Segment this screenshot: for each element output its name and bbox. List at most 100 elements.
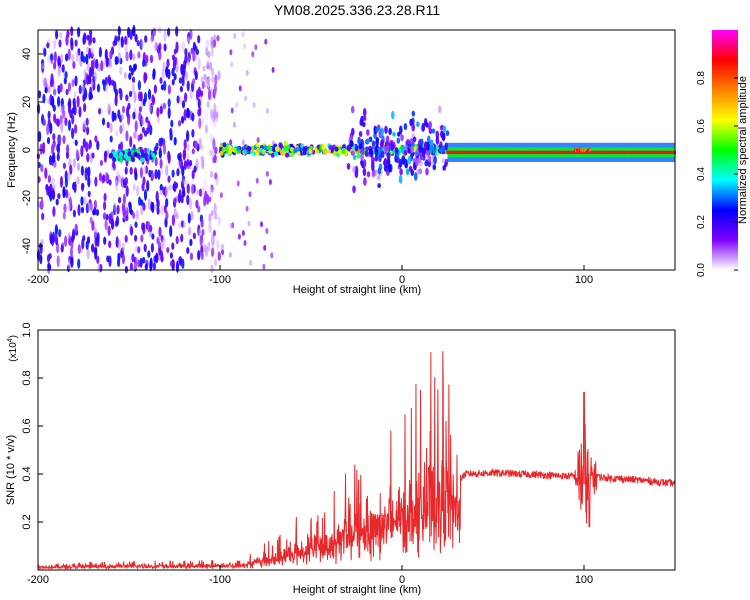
spectrogram-cell xyxy=(107,225,111,236)
spectrogram-cell xyxy=(137,111,141,122)
spectrogram-cell xyxy=(210,108,214,119)
spectrogram-cell xyxy=(147,250,151,258)
spectrogram-cell xyxy=(327,148,331,154)
spectrogram-cell xyxy=(95,209,100,216)
spectrogram-cell xyxy=(46,42,50,49)
spectrogram-y-label: Frequency (Hz) xyxy=(6,112,18,188)
spectrogram-cell xyxy=(142,222,146,235)
spectrogram-cell xyxy=(132,53,136,61)
spectrogram-cell xyxy=(200,218,204,228)
spectrogram-cell xyxy=(388,127,392,136)
spectrogram-cell xyxy=(99,159,103,166)
spectrogram-cell xyxy=(44,77,48,84)
spectrogram-cell xyxy=(189,198,193,210)
spectrogram-cell xyxy=(362,108,367,117)
colorbar-tick-label: 0.2 xyxy=(696,215,707,229)
spectrogram-cell xyxy=(87,175,91,188)
snr-area xyxy=(38,330,675,570)
spectrogram-cell xyxy=(197,98,201,109)
snr-x-ticks: -200 -100 0 100 xyxy=(27,565,593,586)
spectrogram-cell xyxy=(271,66,275,73)
spectrogram-cell xyxy=(77,204,81,217)
spectrogram-cell xyxy=(264,38,268,45)
spectrogram-cell xyxy=(262,263,266,270)
spectrogram-cell xyxy=(147,120,151,130)
spectrogram-cell xyxy=(115,215,120,227)
spectrogram-cell xyxy=(57,192,61,200)
spectrogram-cell xyxy=(138,106,142,113)
spectrogram-cell xyxy=(162,186,166,196)
spectrogram-cell xyxy=(286,144,291,150)
spectrogram-cell xyxy=(117,25,121,36)
spectrogram-cell xyxy=(210,47,214,57)
spectrogram-cell xyxy=(411,110,416,117)
spectrogram-cell xyxy=(184,71,189,81)
spectrogram-cell xyxy=(41,212,45,221)
spectrogram-cell xyxy=(163,204,167,214)
spectrogram-cell xyxy=(143,71,147,84)
spectrogram-cell xyxy=(104,219,108,231)
snr-multiplier: (x104) xyxy=(7,335,19,362)
spectrogram-cell xyxy=(212,138,216,150)
spectrogram-cell xyxy=(136,40,140,47)
spectrogram-cell xyxy=(429,144,433,154)
spectrogram-cell xyxy=(101,117,106,126)
spectrogram-cell xyxy=(158,226,162,238)
spectrogram-cell xyxy=(134,234,138,242)
spectrogram-cell xyxy=(213,82,217,94)
spectrogram-cell xyxy=(186,194,190,206)
spectrogram-cell xyxy=(65,189,69,199)
spectrogram-cell xyxy=(400,134,404,142)
y-tick-label: 0.4 xyxy=(21,466,33,481)
spectrogram-cell xyxy=(201,186,205,196)
spectrogram-cell xyxy=(274,151,278,157)
spectrogram-cell xyxy=(64,71,68,79)
spectrogram-cell xyxy=(68,97,72,110)
spectrogram-cell xyxy=(377,174,381,181)
spectrogram-cell xyxy=(103,201,107,211)
spectrogram-cell xyxy=(163,43,167,52)
spectrogram-cell xyxy=(120,113,124,121)
spectrogram-cell xyxy=(121,105,126,114)
spectrogram-cell xyxy=(583,148,587,152)
spectrogram-cell xyxy=(201,228,205,237)
spectrogram-cell xyxy=(390,142,395,151)
spectrogram-cell xyxy=(125,215,129,222)
spectrogram-cell xyxy=(42,142,46,149)
spectrogram-cell xyxy=(71,234,75,243)
spectrogram-cell xyxy=(117,39,122,50)
spectrogram-cell xyxy=(93,199,97,210)
spectrogram-cell xyxy=(184,54,188,64)
spectrogram-cell xyxy=(140,153,145,158)
spectrogram-cell xyxy=(173,197,177,204)
spectrogram-cell xyxy=(195,199,199,209)
spectrogram-cell xyxy=(108,213,112,225)
spectrogram-cell xyxy=(187,212,191,224)
spectrogram-cell xyxy=(134,120,138,132)
spectrogram-cell xyxy=(148,103,152,114)
spectrogram-cell xyxy=(274,146,279,152)
spectrogram-cell xyxy=(167,152,171,165)
spectrogram-cell xyxy=(117,51,121,63)
spectrogram-cell xyxy=(191,128,195,138)
spectrogram-cell xyxy=(103,193,107,202)
spectrogram-cell xyxy=(203,243,207,253)
spectrogram-cell xyxy=(77,27,81,38)
spectrogram-cell xyxy=(80,196,84,206)
svg-text:(x104): (x104) xyxy=(7,335,19,362)
spectrogram-cell xyxy=(380,139,384,148)
spectrogram-cell xyxy=(181,258,185,270)
spectrogram-cell xyxy=(119,158,124,163)
spectrogram-cell xyxy=(235,102,239,109)
y-tick-label: 0.2 xyxy=(21,514,33,529)
spectrogram-cell xyxy=(78,85,82,95)
spectrogram-cell xyxy=(109,152,113,158)
spectrogram-cell xyxy=(137,80,141,91)
spectrogram-cell xyxy=(151,153,156,158)
spectrogram-cell xyxy=(53,85,57,97)
spectrogram-cell xyxy=(66,144,70,154)
spectrogram-cell xyxy=(139,133,143,141)
spectrogram-cell xyxy=(162,143,167,155)
spectrogram-cell xyxy=(61,64,65,73)
spectrogram-cell xyxy=(221,249,225,256)
